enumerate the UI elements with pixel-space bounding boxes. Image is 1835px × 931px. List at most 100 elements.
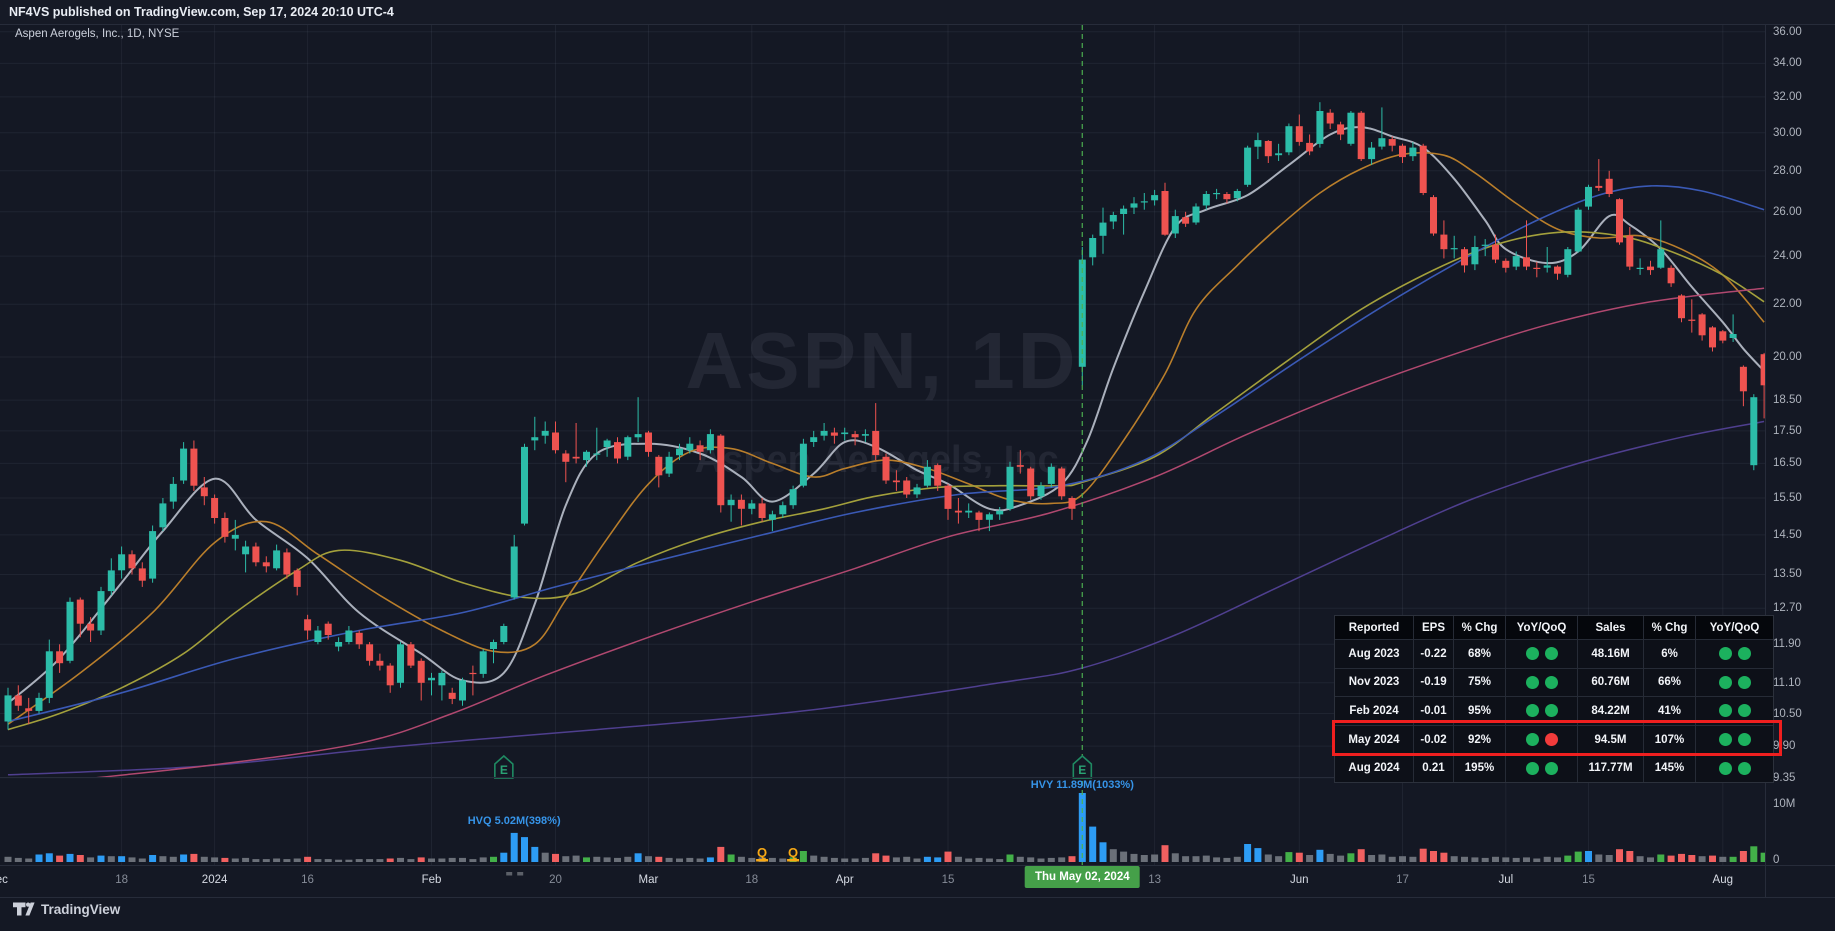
candle: [242, 546, 250, 555]
candle: [1388, 139, 1396, 146]
q-marker[interactable]: Q: [787, 845, 800, 862]
candle: [1719, 331, 1727, 341]
beat-dot-green: [1544, 675, 1558, 689]
svg-text:ASPN, 1D: ASPN, 1D: [686, 316, 1079, 405]
candle: [758, 503, 766, 518]
volume-bar: [397, 857, 404, 862]
beat-dot-green: [1718, 704, 1732, 718]
volume-bar: [87, 857, 95, 862]
volume-bar: [1171, 853, 1179, 862]
volume-bar: [1554, 857, 1561, 862]
earnings-cell: [1695, 697, 1773, 725]
volume-bar: [231, 858, 239, 862]
price-tick-label: 15.50: [1773, 492, 1802, 505]
candle: [97, 591, 105, 631]
volume-bar: [335, 859, 343, 862]
candle: [314, 630, 322, 642]
candle: [459, 680, 466, 701]
candle: [1161, 191, 1169, 235]
volume-bar: [1523, 857, 1530, 862]
volume-bar: [1760, 852, 1768, 862]
volume-bar: [1595, 854, 1603, 862]
candle: [954, 510, 962, 513]
volume-bar: [727, 854, 735, 862]
volume-tick-label: 10M: [1773, 798, 1796, 810]
volume-bar: [541, 852, 549, 862]
q-marker[interactable]: Q: [756, 845, 769, 862]
publish-text: NF4VS published on TradingView.com, Sep …: [9, 5, 394, 19]
volume-bar: [861, 857, 869, 862]
candle: [1523, 257, 1530, 267]
volume-bar: [1295, 852, 1303, 862]
earnings-header-cell: % Chg: [1453, 616, 1505, 639]
candle: [283, 552, 291, 575]
volume-bar: [14, 857, 22, 862]
volume-bar: [500, 852, 508, 862]
volume-flag-dot: [517, 872, 524, 876]
pane-separator[interactable]: [0, 777, 1765, 778]
volume-bar: [107, 856, 115, 862]
candle: [944, 485, 952, 509]
volume-bar: [1068, 856, 1076, 862]
volume-bar: [1306, 855, 1314, 862]
candle: [397, 644, 404, 683]
volume-bar: [934, 857, 942, 862]
volume-bar: [190, 853, 198, 862]
volume-bar: [872, 853, 880, 862]
time-axis[interactable]: Dec 18 2024 16 Feb 20 Mar 18 Apr 15 13 Jun 17 Jul 15 Au…: [0, 865, 1835, 897]
volume-bar: [851, 858, 859, 862]
time-tick-label: Jun: [1289, 874, 1309, 886]
volume-bar: [1574, 851, 1582, 862]
volume-bar: [1378, 854, 1386, 862]
candle: [1502, 260, 1510, 268]
miss-dot-red: [1544, 733, 1558, 747]
volume-bar: [996, 859, 1004, 862]
candle: [830, 432, 838, 436]
volume-bar: [262, 859, 270, 862]
volume-bar: [1709, 855, 1716, 862]
beat-dot-green: [1718, 675, 1732, 689]
volume-bar: [779, 858, 787, 862]
volume-bar: [1678, 853, 1685, 862]
earnings-cell: [1505, 754, 1577, 782]
price-tick-label: 30.00: [1773, 126, 1802, 139]
candle: [14, 695, 22, 706]
candle: [614, 442, 621, 459]
volume-bar: [459, 857, 466, 862]
candle: [1213, 193, 1221, 195]
symbol-legend[interactable]: Aspen Aerogels, Inc., 1D, NYSE: [15, 28, 179, 40]
tradingview-logo[interactable]: TradingView: [12, 901, 120, 917]
candle: [1130, 203, 1138, 208]
volume-bar: [35, 854, 43, 862]
candle: [1440, 234, 1448, 250]
volume-bar: [1450, 856, 1458, 862]
earnings-cell: -0.19: [1413, 668, 1453, 697]
volume-bar: [1626, 851, 1634, 862]
price-tick-label: 28.00: [1773, 164, 1802, 177]
price-axis[interactable]: 36.00 34.00 32.00 30.00 28.00 26.00 24.00 22.00…: [1765, 24, 1835, 897]
candle: [1368, 147, 1376, 160]
candle: [1409, 147, 1417, 157]
time-tick-label: Apr: [835, 874, 854, 886]
candle: [1109, 215, 1117, 222]
volume-bar: [1605, 855, 1613, 862]
volume-bar: [1047, 857, 1055, 862]
time-tick-label: 16: [301, 874, 314, 886]
earnings-cell: Aug 2024: [1348, 762, 1400, 775]
volume-bar: [748, 857, 756, 862]
volume-bar: [903, 856, 911, 862]
earnings-marker[interactable]: E: [494, 754, 514, 779]
volume-bar: [1388, 856, 1396, 862]
symbol-title[interactable]: Aspen Aerogels, Inc., 1D, NYSE: [15, 28, 180, 40]
volume-bar: [1729, 856, 1737, 862]
candle: [1068, 498, 1076, 509]
volume-bar: [1657, 854, 1665, 862]
volume-bar: [521, 837, 528, 862]
candle: [645, 432, 652, 452]
earnings-row: May 2024 -0.02 92% 94.5M 107%: [1335, 724, 1773, 754]
candle: [128, 554, 136, 569]
earnings-marker[interactable]: E: [1072, 754, 1093, 779]
candle: [1698, 314, 1706, 336]
candle: [252, 546, 260, 563]
